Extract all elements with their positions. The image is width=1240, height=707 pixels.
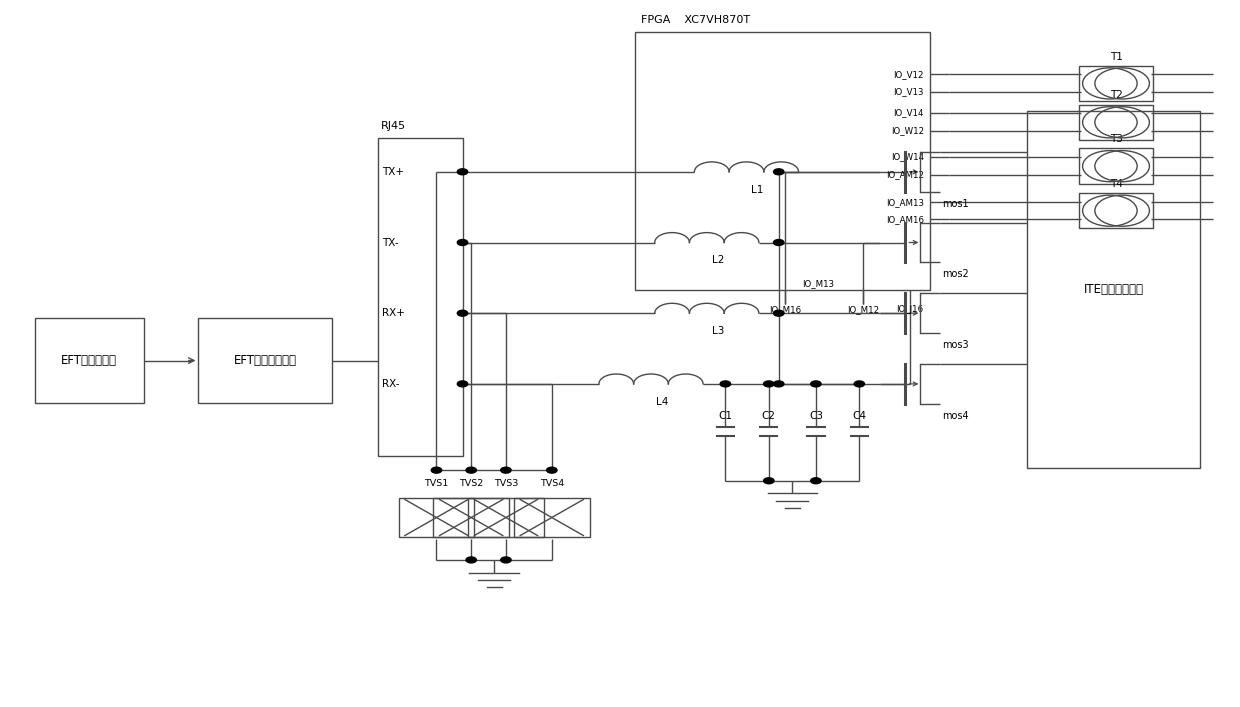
Circle shape: [458, 310, 467, 316]
Text: TVS1: TVS1: [424, 479, 449, 488]
Circle shape: [764, 381, 774, 387]
Circle shape: [501, 557, 511, 563]
Text: RX-: RX-: [382, 379, 399, 389]
Text: C1: C1: [718, 411, 733, 421]
Text: TX+: TX+: [382, 167, 404, 177]
Text: T3: T3: [1110, 134, 1122, 144]
Text: T4: T4: [1110, 179, 1122, 189]
Circle shape: [466, 467, 476, 473]
Text: IO_W14: IO_W14: [890, 153, 924, 161]
Text: IO_AM13: IO_AM13: [885, 198, 924, 206]
Bar: [1027, 111, 1200, 468]
Text: IO_V12: IO_V12: [893, 70, 924, 78]
Text: mos1: mos1: [942, 199, 968, 209]
Text: RJ45: RJ45: [381, 121, 405, 131]
Circle shape: [466, 557, 476, 563]
Text: T1: T1: [1110, 52, 1122, 62]
Bar: [398, 498, 474, 537]
Text: mos3: mos3: [942, 340, 968, 350]
Bar: [1079, 66, 1153, 101]
Circle shape: [458, 169, 467, 175]
Circle shape: [458, 381, 467, 387]
Text: ITE设备测试模块: ITE设备测试模块: [1084, 283, 1143, 296]
Text: IO_J16: IO_J16: [897, 305, 924, 315]
Text: IO_M12: IO_M12: [847, 305, 879, 315]
Bar: [635, 32, 930, 290]
Text: IO_M16: IO_M16: [769, 305, 801, 315]
Text: EFT信号耦合网络: EFT信号耦合网络: [234, 354, 296, 367]
Circle shape: [432, 467, 441, 473]
Text: mos4: mos4: [942, 411, 968, 421]
Circle shape: [774, 310, 784, 316]
Circle shape: [764, 478, 774, 484]
Text: L1: L1: [751, 185, 764, 194]
Text: L3: L3: [712, 326, 724, 336]
Circle shape: [774, 240, 784, 245]
Text: L2: L2: [712, 255, 724, 265]
Text: IO_AM12: IO_AM12: [885, 170, 924, 179]
Text: RX+: RX+: [382, 308, 404, 318]
Circle shape: [501, 467, 511, 473]
Text: IO_V13: IO_V13: [893, 88, 924, 96]
Bar: [198, 318, 332, 403]
Text: TVS2: TVS2: [459, 479, 484, 488]
Text: IO_M13: IO_M13: [802, 279, 835, 288]
Circle shape: [854, 381, 864, 387]
Bar: [434, 498, 508, 537]
Bar: [1079, 105, 1153, 140]
Circle shape: [547, 467, 557, 473]
Circle shape: [458, 240, 467, 245]
Text: C4: C4: [852, 411, 867, 421]
Bar: [1079, 193, 1153, 228]
Bar: [467, 498, 543, 537]
Text: IO_V14: IO_V14: [893, 109, 924, 117]
Bar: [515, 498, 590, 537]
Bar: [35, 318, 144, 403]
Text: IO_AM16: IO_AM16: [885, 215, 924, 223]
Text: FPGA    XC7VH870T: FPGA XC7VH870T: [641, 15, 750, 25]
Text: C3: C3: [808, 411, 823, 421]
Text: mos2: mos2: [942, 269, 970, 279]
Text: EFT信号发生器: EFT信号发生器: [61, 354, 118, 367]
Circle shape: [774, 169, 784, 175]
Text: TVS3: TVS3: [494, 479, 518, 488]
Bar: [1079, 148, 1153, 184]
Text: L4: L4: [656, 397, 668, 407]
Bar: [378, 138, 463, 456]
Circle shape: [811, 478, 821, 484]
Circle shape: [720, 381, 730, 387]
Circle shape: [811, 381, 821, 387]
Text: C2: C2: [761, 411, 776, 421]
Text: IO_W12: IO_W12: [890, 127, 924, 135]
Text: TX-: TX-: [382, 238, 398, 247]
Text: TVS4: TVS4: [539, 479, 564, 488]
Text: T2: T2: [1110, 90, 1122, 100]
Circle shape: [774, 381, 784, 387]
